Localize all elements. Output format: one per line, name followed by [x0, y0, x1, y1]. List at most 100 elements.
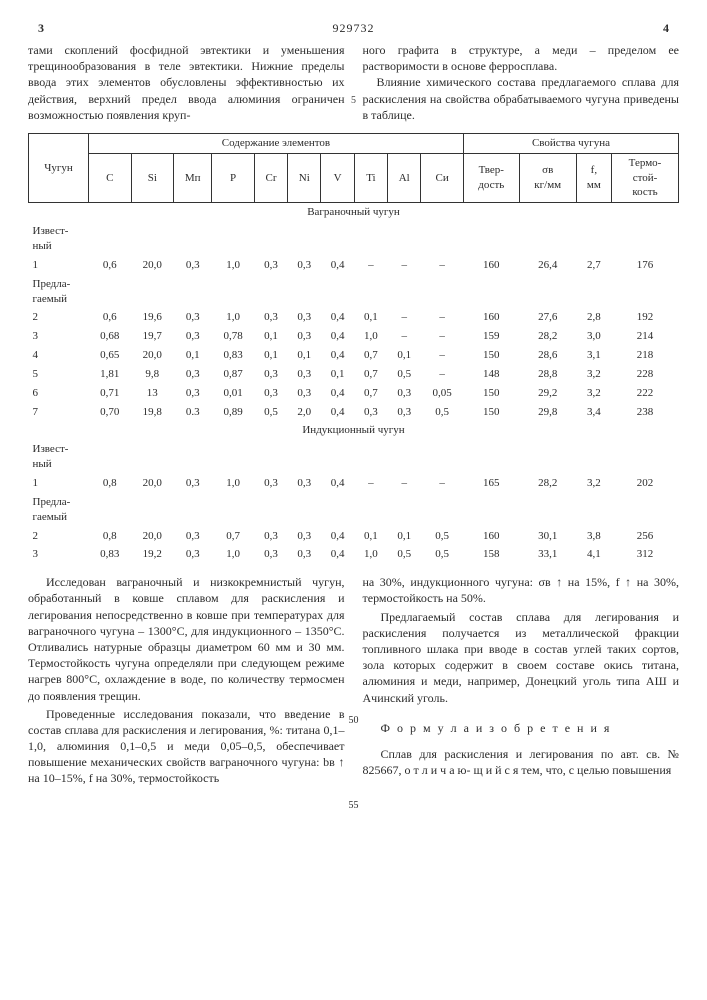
body-p4: Предлагаемый состав сплава для легирован…	[363, 609, 680, 706]
cell: 0,3	[174, 545, 212, 564]
cell: 148	[463, 365, 519, 384]
page-num-right: 4	[663, 20, 669, 36]
th-props: Свойства чугуна	[463, 133, 678, 153]
cell: 0,3	[254, 308, 287, 327]
cell: 28,8	[519, 365, 576, 384]
cell: 238	[612, 403, 679, 422]
cell: 19,6	[131, 308, 174, 327]
cell: 228	[612, 365, 679, 384]
cell: 0,4	[321, 308, 354, 327]
th-sub: C	[88, 153, 131, 203]
cell: 1,0	[212, 474, 255, 493]
cell: 160	[463, 256, 519, 275]
cell: 19,7	[131, 327, 174, 346]
cell: 0,87	[212, 365, 255, 384]
cell: 0,1	[254, 327, 287, 346]
cell: 5	[29, 365, 89, 384]
cell: 0,3	[174, 474, 212, 493]
group-label: Извест- ный	[29, 440, 679, 474]
cell: 214	[612, 327, 679, 346]
cell: 312	[612, 545, 679, 564]
cell: 0,1	[354, 527, 387, 546]
intro-columns: тами скоплений фосфидной эвтектики и уме…	[28, 42, 679, 123]
cell: 0,7	[354, 365, 387, 384]
th-sub: Cи	[421, 153, 464, 203]
cell: 3,2	[576, 384, 611, 403]
cell: 0,3	[174, 256, 212, 275]
body-p3: на 30%, индукционного чугуна: σв ↑ на 15…	[363, 574, 680, 606]
th-sub: Cr	[254, 153, 287, 203]
cell: 2,7	[576, 256, 611, 275]
cell: 19,2	[131, 545, 174, 564]
cell: 0,8	[88, 474, 131, 493]
cell: 29,2	[519, 384, 576, 403]
cell: 0,4	[321, 545, 354, 564]
cell: 0,3	[288, 308, 321, 327]
cell: 0,1	[388, 346, 421, 365]
cell: 0,1	[321, 365, 354, 384]
cell: 3,2	[576, 365, 611, 384]
body-p5: Сплав для раскисления и легирования по а…	[363, 746, 680, 778]
cell: –	[354, 474, 387, 493]
th-sub: Твер- дость	[463, 153, 519, 203]
cell: 0,3	[174, 365, 212, 384]
cell: 0,3	[174, 384, 212, 403]
cell: 6	[29, 384, 89, 403]
th-elements: Содержание элементов	[88, 133, 463, 153]
cell: 150	[463, 384, 519, 403]
cell: 0,1	[354, 308, 387, 327]
cell: 1,0	[212, 308, 255, 327]
body-p1: Исследован ваграночный и низкокремнистый…	[28, 574, 345, 704]
cell: 0,3	[254, 384, 287, 403]
cell: 0,6	[88, 308, 131, 327]
cell: 1,0	[212, 545, 255, 564]
section-title: Ваграночный чугун	[29, 203, 679, 222]
cell: 0,3	[288, 384, 321, 403]
cell: 0,7	[354, 384, 387, 403]
cell: 0,3	[288, 527, 321, 546]
cell: –	[421, 346, 464, 365]
cell: 0,83	[212, 346, 255, 365]
cell: 0,70	[88, 403, 131, 422]
body-p2: Проведенные исследования показали, что в…	[28, 706, 345, 787]
cell: –	[421, 474, 464, 493]
cell: 0,4	[321, 527, 354, 546]
cell: 26,4	[519, 256, 576, 275]
cell: 0,3	[254, 256, 287, 275]
cell: 0,3	[354, 403, 387, 422]
intro-right-1: ного графита в структуре, а меди – преде…	[363, 43, 680, 73]
cell: 0,3	[288, 256, 321, 275]
group-label: Предла- гаемый	[29, 275, 679, 309]
cell: 0,3	[174, 308, 212, 327]
cell: 0,7	[354, 346, 387, 365]
cell: –	[388, 474, 421, 493]
cell: 13	[131, 384, 174, 403]
cell: 165	[463, 474, 519, 493]
cell: 0,1	[388, 527, 421, 546]
th-sub: f, мм	[576, 153, 611, 203]
intro-left: тами скоплений фосфидной эвтектики и уме…	[28, 42, 345, 123]
cell: 160	[463, 308, 519, 327]
th-sub: Термо- стой- кость	[612, 153, 679, 203]
cell: –	[388, 256, 421, 275]
cell: –	[421, 327, 464, 346]
cell: 0,1	[288, 346, 321, 365]
cell: 30,1	[519, 527, 576, 546]
body-columns: Исследован ваграночный и низкокремнистый…	[28, 574, 679, 788]
cell: 0,3	[288, 474, 321, 493]
cell: 1,0	[354, 545, 387, 564]
cell: 2,0	[288, 403, 321, 422]
cell: 2	[29, 308, 89, 327]
cell: 3,2	[576, 474, 611, 493]
cell: 0,4	[321, 327, 354, 346]
cell: 0,1	[254, 346, 287, 365]
cell: 7	[29, 403, 89, 422]
cell: 3	[29, 545, 89, 564]
cell: 28,2	[519, 327, 576, 346]
cell: 1,81	[88, 365, 131, 384]
cell: 1	[29, 256, 89, 275]
cell: 150	[463, 346, 519, 365]
cell: –	[421, 365, 464, 384]
intro-left-text: тами скоплений фосфидной эвтектики и уме…	[28, 43, 345, 122]
cell: 0.3	[174, 403, 212, 422]
